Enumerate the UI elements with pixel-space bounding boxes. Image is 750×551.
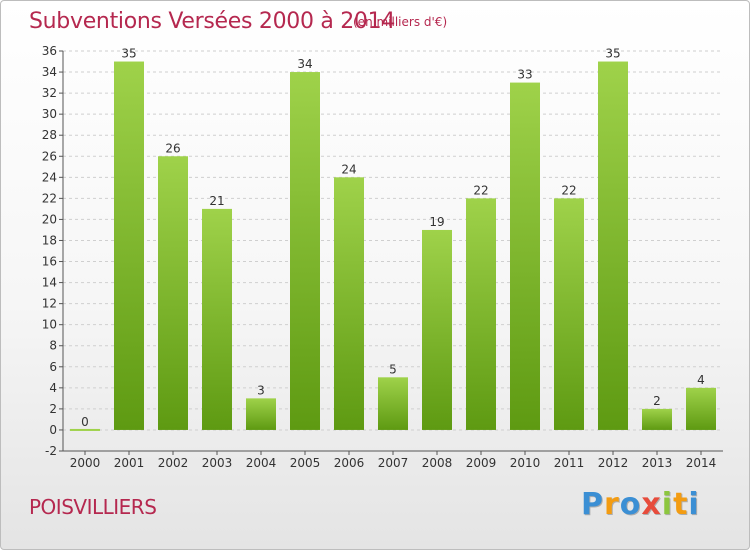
bar [378, 377, 408, 430]
logo-letter: P [581, 487, 604, 522]
bar [202, 208, 232, 430]
y-tick-label: 24 [42, 170, 57, 184]
y-tick-label: 26 [42, 149, 57, 163]
y-tick-label: 30 [42, 107, 57, 121]
y-tick-label: 34 [42, 65, 57, 79]
x-tick-label: 2014 [686, 456, 717, 470]
chart-subtitle: (en milliers d'€) [353, 15, 448, 29]
data-label: 0 [81, 415, 89, 429]
bar [246, 398, 276, 430]
y-tick-label: -2 [45, 444, 57, 458]
x-tick-label: 2010 [510, 456, 541, 470]
bar [510, 82, 540, 430]
x-tick-label: 2007 [378, 456, 409, 470]
data-label: 22 [473, 183, 488, 197]
bar [334, 177, 364, 430]
y-tick-label: 32 [42, 86, 57, 100]
x-tick-label: 2001 [114, 456, 145, 470]
data-label: 26 [165, 141, 180, 155]
x-tick-label: 2008 [422, 456, 453, 470]
bar [422, 229, 452, 430]
y-tick-label: 10 [42, 318, 57, 332]
data-label: 22 [561, 183, 576, 197]
logo-letter: i [688, 487, 700, 522]
logo-letter: r [604, 487, 620, 522]
data-label: 35 [605, 47, 620, 61]
data-label: 5 [389, 362, 397, 376]
x-tick-label: 2003 [202, 456, 233, 470]
y-tick-label: 8 [49, 339, 57, 353]
logo-letter: t [673, 487, 689, 522]
bar [642, 408, 672, 430]
y-tick-label: 14 [42, 276, 57, 290]
logo-letter: o [619, 487, 642, 522]
chart-title: Subventions Versées 2000 à 2014 [29, 9, 396, 34]
x-tick-label: 2012 [598, 456, 629, 470]
data-label: 35 [121, 47, 136, 61]
y-tick-label: 36 [42, 44, 57, 58]
data-label: 21 [209, 194, 224, 208]
y-tick-label: 12 [42, 297, 57, 311]
data-label: 19 [429, 215, 444, 229]
data-label: 2 [653, 394, 661, 408]
y-tick-label: 16 [42, 255, 57, 269]
bar [598, 61, 628, 430]
bar [114, 61, 144, 430]
data-label: 4 [697, 373, 705, 387]
bar [158, 156, 188, 430]
bar [466, 198, 496, 430]
bar [70, 428, 100, 431]
y-tick-label: 4 [49, 381, 57, 395]
x-tick-label: 2013 [642, 456, 673, 470]
y-tick-label: 18 [42, 233, 57, 247]
proxiti-logo: Proxiti [581, 487, 700, 522]
bar [290, 72, 320, 430]
y-tick-label: 2 [49, 402, 57, 416]
data-label: 33 [517, 68, 532, 82]
data-label: 3 [257, 383, 265, 397]
y-tick-label: 0 [49, 423, 57, 437]
x-tick-label: 2005 [290, 456, 321, 470]
bar [686, 387, 716, 430]
x-tick-label: 2004 [246, 456, 277, 470]
x-tick-label: 2000 [70, 456, 101, 470]
x-tick-label: 2006 [334, 456, 365, 470]
commune-name: POISVILLIERS [29, 495, 157, 519]
logo-letter: i [661, 487, 674, 522]
x-tick-label: 2009 [466, 456, 497, 470]
data-label: 24 [341, 162, 356, 176]
logo-letter: x [641, 487, 662, 522]
y-tick-label: 20 [42, 212, 57, 226]
x-tick-label: 2002 [158, 456, 189, 470]
bar [554, 198, 584, 430]
y-tick-label: 22 [42, 191, 57, 205]
y-tick-label: 28 [42, 128, 57, 142]
y-tick-label: 6 [49, 360, 57, 374]
data-label: 34 [297, 57, 312, 71]
x-tick-label: 2011 [554, 456, 585, 470]
